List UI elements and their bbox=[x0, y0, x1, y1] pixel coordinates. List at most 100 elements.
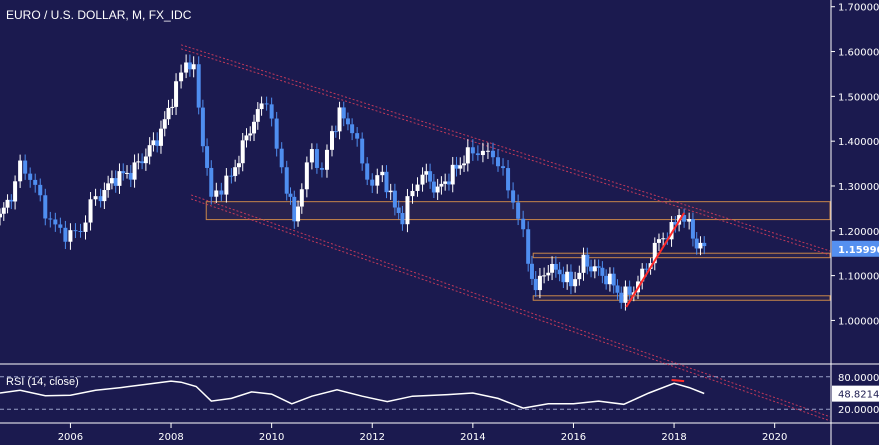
candle-body bbox=[151, 140, 156, 146]
candle-body bbox=[132, 162, 137, 180]
rsi-line bbox=[0, 380, 705, 409]
candle-body bbox=[585, 254, 590, 267]
candle-body bbox=[113, 178, 118, 186]
candle-body bbox=[405, 196, 410, 225]
candle-body bbox=[370, 179, 375, 186]
candle-body bbox=[443, 181, 448, 184]
support-resistance-zone bbox=[532, 295, 831, 301]
candle-body bbox=[224, 175, 229, 195]
candle-body bbox=[255, 109, 260, 122]
candle-body bbox=[125, 172, 130, 174]
candle-body bbox=[128, 172, 133, 180]
candle-body bbox=[292, 196, 297, 222]
candle-body bbox=[450, 164, 455, 185]
candle-body bbox=[155, 140, 160, 146]
candle-body bbox=[240, 140, 245, 164]
candle-body bbox=[661, 238, 666, 240]
candle-body bbox=[687, 219, 692, 222]
candle-body bbox=[573, 279, 578, 287]
rsi-divergence-line bbox=[671, 379, 685, 383]
candle-body bbox=[324, 149, 329, 170]
candle-body bbox=[380, 171, 385, 176]
x-tick-label: 2008 bbox=[158, 432, 183, 443]
candle-body bbox=[553, 263, 558, 270]
candle-body bbox=[475, 153, 480, 156]
x-tick-label: 2018 bbox=[661, 432, 686, 443]
candle-body bbox=[78, 230, 83, 232]
candle-body bbox=[446, 181, 451, 185]
candle-body bbox=[365, 163, 370, 180]
candle-body bbox=[174, 81, 179, 107]
rsi-level-label: 20.0000 bbox=[838, 405, 879, 416]
candle-body bbox=[121, 171, 126, 174]
candle-body bbox=[454, 164, 459, 169]
candle-body bbox=[170, 106, 175, 108]
x-tick-label: 2016 bbox=[561, 432, 586, 443]
candle-body bbox=[431, 181, 436, 193]
candle-body bbox=[604, 275, 609, 285]
candle-body bbox=[83, 222, 88, 232]
candle-body bbox=[140, 161, 145, 164]
candle-body bbox=[490, 150, 495, 158]
candle-body bbox=[279, 148, 284, 168]
channel-line bbox=[190, 194, 831, 418]
candle-body bbox=[592, 266, 597, 272]
y-tick-label: 1.00000 bbox=[838, 316, 879, 327]
candle-body bbox=[600, 267, 605, 276]
candle-body bbox=[264, 103, 269, 105]
candle-body bbox=[694, 238, 699, 249]
candle-body bbox=[521, 218, 526, 230]
support-resistance-zone bbox=[532, 252, 831, 259]
candle-body bbox=[162, 119, 167, 129]
candle-body bbox=[274, 118, 279, 149]
candle-body bbox=[550, 263, 555, 273]
channel-line bbox=[180, 48, 831, 256]
candle-body bbox=[333, 131, 338, 133]
candle-body bbox=[568, 271, 573, 287]
candle-body bbox=[187, 62, 192, 70]
x-tick-label: 2010 bbox=[259, 432, 284, 443]
candle-body bbox=[656, 239, 661, 243]
candle-body bbox=[309, 149, 314, 163]
candle-body bbox=[462, 163, 467, 166]
candle-body bbox=[109, 178, 114, 184]
candle-body bbox=[470, 147, 475, 154]
candle-body bbox=[200, 107, 205, 147]
candle-body bbox=[179, 72, 184, 82]
candle-body bbox=[360, 138, 365, 164]
candle-body bbox=[690, 219, 695, 239]
candle-body bbox=[424, 171, 429, 175]
candle-body bbox=[392, 190, 397, 208]
candle-body bbox=[33, 179, 38, 185]
x-tick-label: 2014 bbox=[460, 432, 485, 443]
candle-body bbox=[516, 202, 521, 219]
candle-body bbox=[106, 183, 111, 191]
candle-body bbox=[9, 199, 14, 202]
y-tick-label: 1.60000 bbox=[838, 48, 879, 59]
candle-body bbox=[341, 107, 346, 119]
candle-body bbox=[557, 269, 562, 275]
candle-body bbox=[501, 166, 506, 169]
candle-body bbox=[73, 230, 78, 232]
candle-body bbox=[615, 285, 620, 293]
candle-body bbox=[48, 218, 53, 220]
candle-body bbox=[465, 147, 470, 164]
candle-body bbox=[652, 242, 657, 264]
candle-body bbox=[314, 149, 319, 168]
candle-body bbox=[0, 213, 2, 218]
candle-body bbox=[13, 181, 18, 202]
candle-body bbox=[63, 227, 68, 242]
candle-body bbox=[219, 190, 224, 195]
candle-body bbox=[480, 150, 485, 156]
candle-body bbox=[589, 266, 594, 272]
candle-body bbox=[596, 266, 601, 268]
y-tick-label: 1.10000 bbox=[838, 272, 879, 283]
candle-body bbox=[158, 128, 163, 146]
candle-body bbox=[577, 272, 582, 280]
candle-body bbox=[58, 224, 63, 228]
candle-body bbox=[136, 161, 141, 163]
candle-body bbox=[102, 190, 107, 202]
candle-body bbox=[196, 64, 201, 108]
y-tick-label: 1.20000 bbox=[838, 227, 879, 238]
